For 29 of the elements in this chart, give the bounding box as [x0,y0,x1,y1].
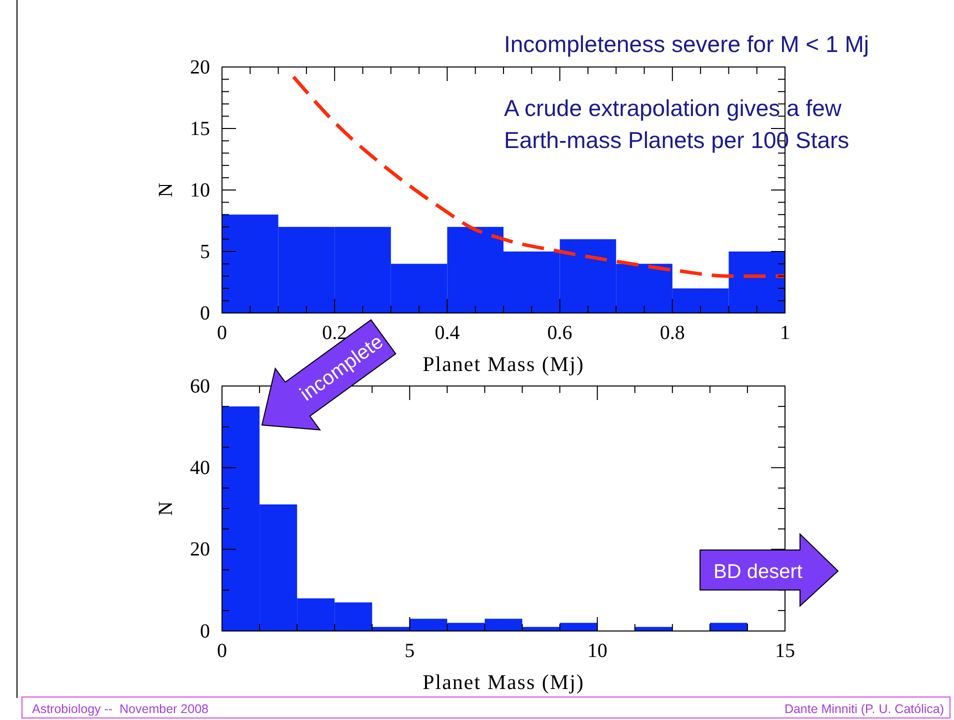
arrow: BD desert [700,532,839,608]
text: Astrobiology -- November 2008 [32,702,209,716]
x-tick-label: 1 [780,322,790,344]
y-tick-label: 10 [190,179,210,202]
x-tick-label: 0.6 [547,322,572,344]
y-tick-label: 0 [200,302,210,324]
y-axis-title: N [155,501,177,516]
line-series [292,75,787,278]
y-tick-label: 40 [190,457,210,480]
y-axis-title: N [155,182,177,198]
text: Incompleteness severe for M < 1 Mj [504,31,869,57]
y-tick-label: 0 [200,620,210,642]
x-tick-label: 10 [587,640,608,662]
x-tick-label: 0 [217,322,227,344]
x-axis-title: Planet Mass (Mj) [422,352,584,376]
text: Dante Minniti (P. U. Católica) [784,702,944,716]
x-tick-label: 0 [217,640,227,662]
x-tick-label: 0.8 [660,322,685,344]
annotation: BD desert [714,561,803,583]
x-axis-title: Planet Mass (Mj) [422,670,584,694]
x-tick-label: 5 [404,640,415,662]
y-tick-label: 20 [190,538,210,561]
y-tick-label: 60 [190,375,210,398]
y-tick-label: 5 [200,240,210,263]
x-tick-label: 15 [775,640,795,662]
x-tick-label: 0.4 [434,322,460,344]
x-tick-label: 0.2 [322,322,348,344]
y-tick-label: 15 [190,118,210,140]
y-tick-label: 20 [190,56,210,78]
